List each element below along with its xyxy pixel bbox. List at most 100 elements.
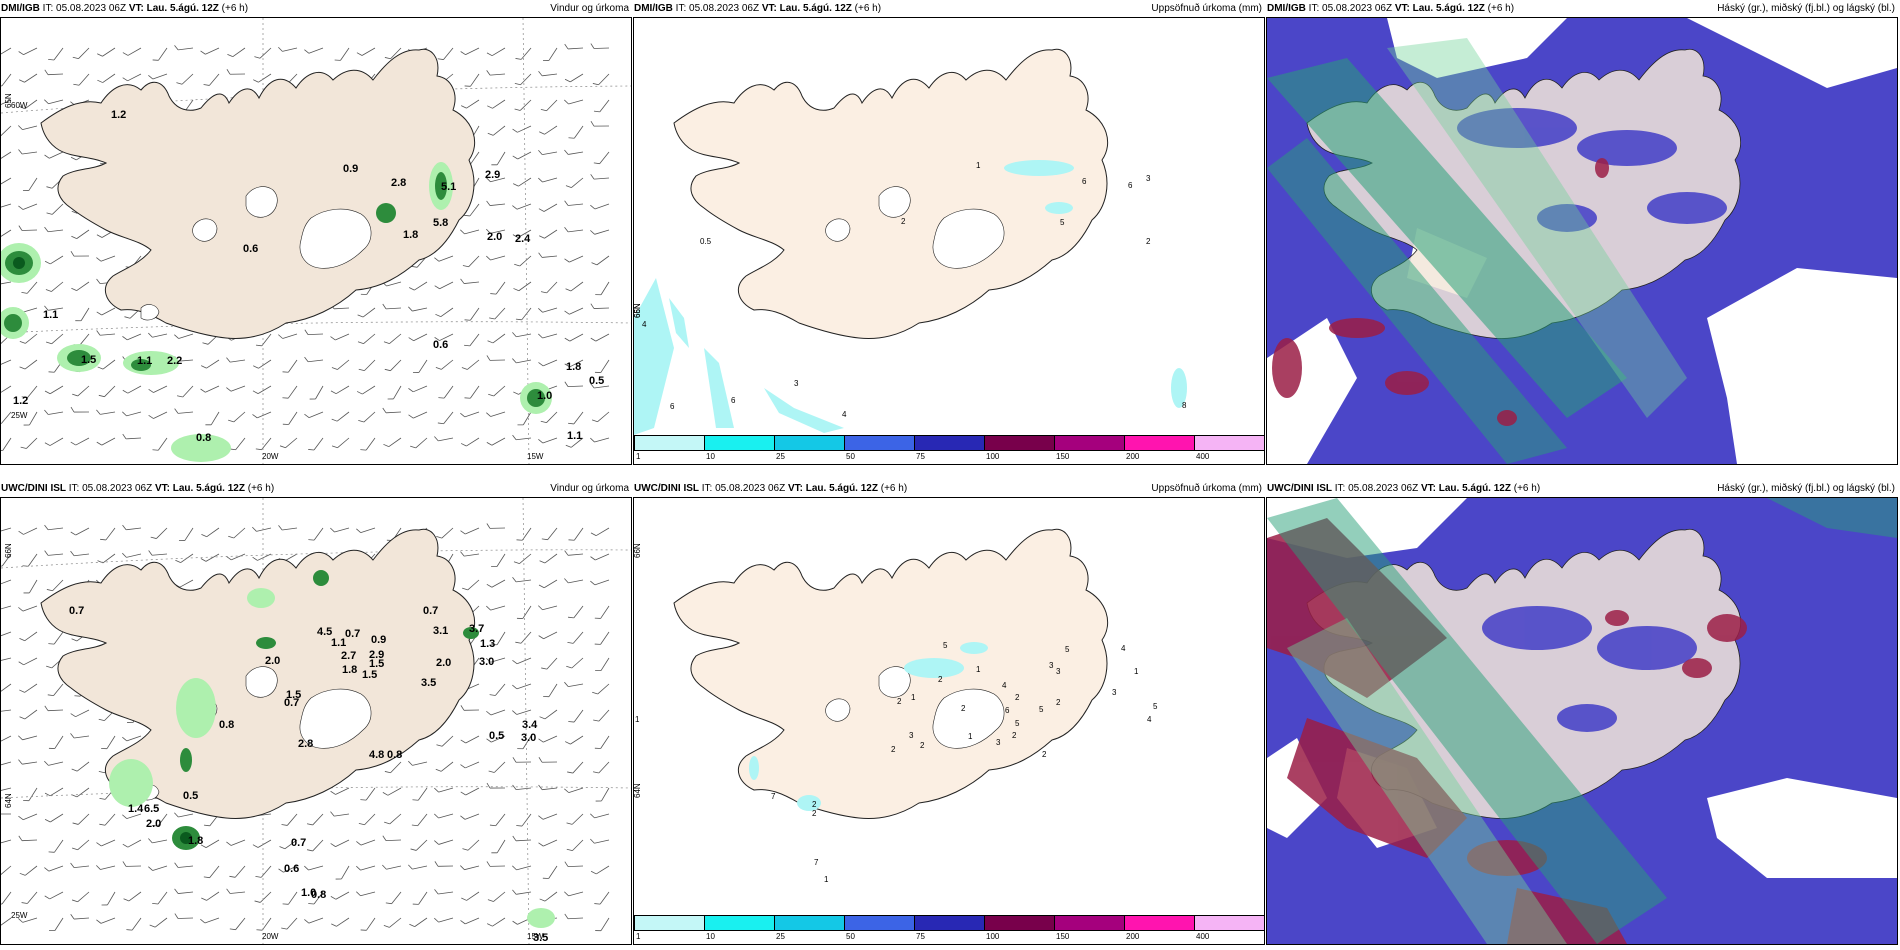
wind-barb xyxy=(590,329,610,343)
wind-barb xyxy=(489,680,506,699)
precip-areas xyxy=(1,162,552,462)
accum-value: 4 xyxy=(1147,715,1152,724)
wind-barb xyxy=(563,782,584,794)
wind-barb xyxy=(408,380,428,394)
wind-barb xyxy=(227,407,246,425)
init-time: IT: 05.08.2023 06Z xyxy=(66,483,155,494)
wind-barb xyxy=(565,173,584,190)
valid-time: VT: Lau. 5.ágú. 12Z xyxy=(1420,483,1511,494)
forecast-offset: (+6 h) xyxy=(1484,3,1515,14)
wind-barb xyxy=(303,912,324,925)
wind-barb xyxy=(151,888,168,907)
wind-barb xyxy=(589,432,610,444)
wind-barb xyxy=(96,912,116,925)
wind-barb xyxy=(44,704,64,712)
wind-barb xyxy=(461,575,480,593)
wind-barb xyxy=(537,172,558,184)
wind-barb xyxy=(485,600,506,612)
wind-barb xyxy=(18,198,38,212)
wind-barb xyxy=(95,860,116,871)
wind-barb xyxy=(45,277,64,294)
wind-barb xyxy=(512,834,532,842)
precip-value: 3.7 xyxy=(469,623,484,635)
map-frame[interactable]: 1.2 0.9 2.8 5.1 2.9 1.8 5.8 2.0 2.4 0.6 1.1 1.2 1.5 2… xyxy=(0,17,632,465)
legend-swatch xyxy=(914,435,985,451)
wind-barb xyxy=(122,381,142,396)
wind-barb xyxy=(331,433,350,451)
wind-barb xyxy=(590,120,610,127)
wind-barb xyxy=(590,42,610,49)
model-source: UWC/DINI ISL xyxy=(634,483,699,494)
precip-value: 1.0 xyxy=(537,390,552,402)
wind-barb xyxy=(592,70,610,88)
wind-barb xyxy=(594,356,610,376)
wind-barb xyxy=(18,523,38,537)
accum-value: 0.5 xyxy=(700,237,712,246)
precip-value: 3.4 xyxy=(522,719,538,731)
wind-barb xyxy=(485,250,506,262)
wind-barb xyxy=(564,69,584,84)
wind-barb xyxy=(537,808,558,821)
wind-barb xyxy=(1,408,12,427)
wind-barb xyxy=(226,834,246,847)
wind-barb xyxy=(567,602,584,621)
graticule-label: 60W xyxy=(11,101,28,110)
wind-barb xyxy=(1,704,12,713)
legend-tick: 200 xyxy=(1126,452,1140,461)
graticule-label: 66N xyxy=(634,303,642,318)
precip-value: 0.7 xyxy=(69,605,84,617)
wind-barb xyxy=(148,548,168,556)
accum-areas xyxy=(749,642,988,811)
wind-barb xyxy=(383,329,402,346)
wind-barb xyxy=(1,70,12,89)
legend-tick: 25 xyxy=(776,932,785,941)
wind-barb xyxy=(255,434,272,453)
map-frame[interactable] xyxy=(1266,497,1898,945)
wind-barb xyxy=(44,887,64,901)
accum-value: 2 xyxy=(812,800,817,809)
wind-barb xyxy=(96,835,116,848)
wind-barb xyxy=(357,303,376,320)
graticule-label: 20W xyxy=(262,932,279,941)
wind-barb xyxy=(123,887,142,904)
wind-barb xyxy=(537,328,558,340)
wind-barb xyxy=(47,680,64,699)
wind-barb xyxy=(101,889,116,908)
precip-value: 0.6 xyxy=(243,243,258,255)
legend-swatch xyxy=(774,435,845,451)
wind-barb xyxy=(306,810,324,828)
legend-tick: 1 xyxy=(636,932,641,941)
accum-value: 5 xyxy=(1015,719,1020,728)
wind-barb xyxy=(125,914,142,933)
wind-barb xyxy=(385,888,402,907)
wind-barb xyxy=(486,575,506,590)
wind-barb xyxy=(43,94,64,105)
wind-barb xyxy=(591,679,610,697)
wind-barb xyxy=(462,835,480,853)
panel-header: DMI/IGB IT: 05.08.2023 06Z VT: Lau. 5.ág… xyxy=(634,0,1262,17)
wind-barb xyxy=(174,406,194,415)
map-frame[interactable]: 0.7 0.7 4.5 0.7 0.9 1.1 2.9 2.7 1.8 1.5 1.5 3.1 3.7 1… xyxy=(0,497,632,945)
accum-value: 5 xyxy=(1065,645,1070,654)
wind-barb xyxy=(540,278,558,296)
accum-value: 2 xyxy=(1042,750,1047,759)
map-frame[interactable]: 55421322262413325132531225472271251 66N6… xyxy=(633,497,1265,945)
wind-barb xyxy=(490,149,506,168)
wind-barb xyxy=(225,380,246,393)
wind-barb xyxy=(594,914,610,934)
wind-barb xyxy=(46,199,64,217)
precip-value: 0.6 xyxy=(284,863,299,875)
wind-barb xyxy=(174,549,194,565)
wind-barb xyxy=(17,730,38,741)
map-frame[interactable]: 1 6 6 3 2 5 2 0.5 4 6 6 3 4 8 65N 66N 1 10 25 50 75 100 150 2… xyxy=(633,17,1265,465)
wind-barb xyxy=(490,550,506,570)
precip-areas xyxy=(109,570,555,928)
wind-barb xyxy=(538,355,558,368)
accum-value: 2 xyxy=(961,704,966,713)
wind-barb xyxy=(538,199,558,214)
accum-value: 6 xyxy=(1005,706,1010,715)
accum-value: 5 xyxy=(943,641,948,650)
map-frame[interactable] xyxy=(1266,17,1898,465)
panel-cloud-dmi: DMI/IGB IT: 05.08.2023 06Z VT: Lau. 5.ág… xyxy=(1266,0,1898,467)
wind-barb xyxy=(174,886,194,895)
